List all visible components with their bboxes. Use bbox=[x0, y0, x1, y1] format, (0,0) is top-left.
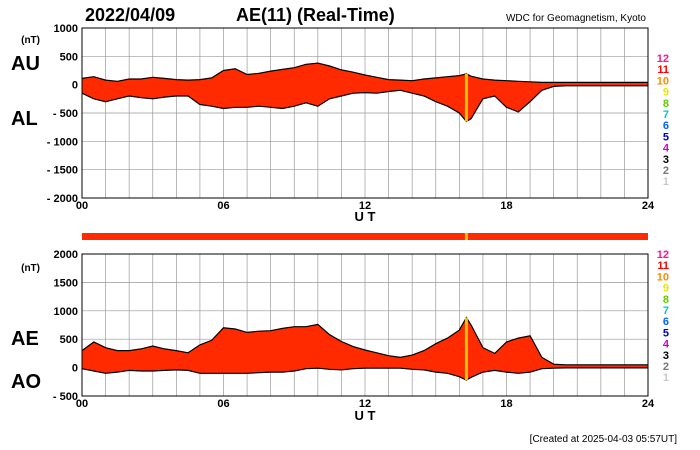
au-al-hour-legend-label: 8 bbox=[663, 98, 669, 110]
au-al-hour-legend-label: 12 bbox=[657, 53, 669, 65]
au-al-xtick-label: 24 bbox=[642, 200, 655, 212]
al-series-label: AL bbox=[11, 108, 38, 130]
activity-bar bbox=[82, 233, 648, 240]
ae-ao-hour-legend-label: 12 bbox=[657, 249, 669, 261]
ae-ao-hour-legend-label: 10 bbox=[657, 271, 669, 283]
activity-bar-marker bbox=[464, 233, 468, 240]
ae-ao-ytick-label: 2000 bbox=[54, 249, 78, 261]
au-al-ytick-label: - 1000 bbox=[47, 136, 78, 148]
ae-ao-hour-legend-label: 7 bbox=[663, 305, 669, 317]
ae-ao-hour-legend-label: 9 bbox=[663, 283, 669, 295]
au-al-hour-legend-label: 5 bbox=[663, 131, 669, 143]
au-al-hour-legend-label: 4 bbox=[663, 143, 670, 155]
ae-ao-ytick-label: 0 bbox=[72, 363, 78, 375]
ae-ao-hour-legend-label: 8 bbox=[663, 294, 669, 306]
ae-ao-ytick-label: - 500 bbox=[53, 391, 78, 403]
ae-ao-hour-legend-label: 6 bbox=[663, 316, 669, 328]
au-al-hour-legend-label: 3 bbox=[663, 154, 669, 166]
index-title: AE(11) (Real-Time) bbox=[236, 5, 395, 25]
au-al-unit-label: (nT) bbox=[21, 35, 40, 46]
ae-ao-outline bbox=[81, 316, 648, 381]
ae-ao-grid bbox=[82, 254, 648, 396]
ae-ao-xtick-label: 06 bbox=[217, 398, 229, 410]
au-al-ytick-label: 1000 bbox=[54, 23, 78, 35]
ae-ao-ytick-label: 500 bbox=[60, 334, 78, 346]
ae-ao-ytick-label: 1500 bbox=[54, 277, 78, 289]
ae-ao-hour-legend-label: 2 bbox=[663, 361, 669, 373]
au-al-hour-legend-label: 1 bbox=[663, 176, 669, 188]
au-al-ytick-label: - 2000 bbox=[47, 193, 78, 205]
ae-ao-hour-legend-label: 11 bbox=[657, 260, 669, 272]
ae-ao-hour-legend-label: 4 bbox=[663, 339, 670, 351]
au-al-xticks: 00 06 12 18 24 bbox=[76, 200, 655, 212]
ae-ao-hour-legend-label: 5 bbox=[663, 327, 669, 339]
au-al-outline bbox=[81, 62, 648, 123]
au-al-xtick-label: 00 bbox=[76, 200, 88, 212]
au-al-hour-legend-label: 10 bbox=[657, 75, 669, 87]
ae-ao-xticks: 00 06 12 18 24 bbox=[76, 398, 655, 410]
au-al-xtick-label: 12 bbox=[359, 200, 371, 212]
ae-ao-xtick-label: 24 bbox=[642, 398, 655, 410]
au-al-plot-frame bbox=[81, 27, 649, 199]
au-al-xtick-label: 06 bbox=[217, 200, 229, 212]
au-al-ytick-label: 500 bbox=[60, 51, 78, 63]
au-al-hour-legend-label: 2 bbox=[663, 165, 669, 177]
date-title: 2022/04/09 bbox=[85, 5, 175, 25]
ae-ao-xlabel: U T bbox=[355, 408, 376, 423]
au-al-hour-legend-label: 11 bbox=[657, 64, 669, 76]
au-series-label: AU bbox=[11, 53, 40, 75]
ae-ao-ytick-label: 1000 bbox=[54, 306, 78, 318]
au-al-grid bbox=[82, 28, 648, 198]
organization-label: WDC for Geomagnetism, Kyoto bbox=[506, 13, 646, 24]
au-al-xlabel: U T bbox=[355, 209, 376, 224]
au-al-ytick-label: 0 bbox=[72, 80, 78, 92]
ae-ao-xtick-label: 00 bbox=[76, 398, 88, 410]
ae-ao-area bbox=[82, 317, 648, 381]
ae-ao-hour-legend-label: 1 bbox=[663, 372, 669, 384]
au-al-yticks: 1000 500 0 - 500 - 1000 - 1500 - 2000 bbox=[47, 23, 78, 205]
ae-ao-hour-legend-label: 3 bbox=[663, 350, 669, 362]
ao-series-label: AO bbox=[11, 371, 41, 393]
ae-ao-yticks: 2000 1500 1000 500 0 - 500 bbox=[53, 249, 78, 403]
au-al-hour-legend-label: 6 bbox=[663, 120, 669, 132]
au-al-ytick-label: - 1500 bbox=[47, 165, 78, 177]
au-al-xtick-label: 18 bbox=[500, 200, 512, 212]
ae-ao-xtick-label: 18 bbox=[500, 398, 512, 410]
created-timestamp: [Created at 2025-04-03 05:57UT] bbox=[530, 434, 678, 445]
ae-series-label: AE bbox=[11, 328, 39, 350]
ae-ao-unit-label: (nT) bbox=[21, 263, 40, 274]
au-al-ytick-label: - 500 bbox=[53, 108, 78, 120]
ae-ao-plot-frame bbox=[81, 253, 649, 397]
ae-ao-xtick-label: 12 bbox=[359, 398, 371, 410]
au-al-hour-legend-label: 9 bbox=[663, 87, 669, 99]
au-al-hour-legend-label: 7 bbox=[663, 109, 669, 121]
